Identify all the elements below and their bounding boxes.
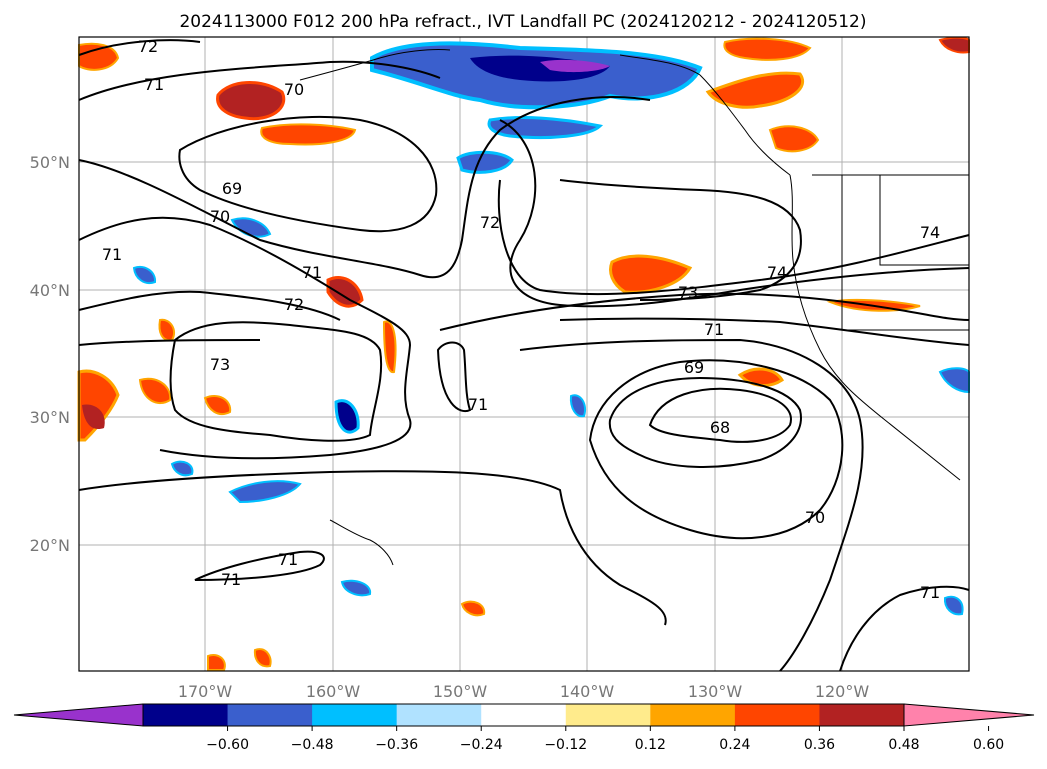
contour-label: 73 [678,283,698,302]
positive-anomaly-region [260,123,357,146]
positive-anomaly-region [768,125,820,153]
lat-label: 50°N [30,153,70,172]
contour-label: 72 [284,295,304,314]
lon-label: 120°W [815,682,870,701]
colorbar-tick-label: −0.24 [460,737,503,753]
negative-anomaly-region [340,579,372,597]
negative-anomaly-region [334,399,360,434]
colorbar-segment [650,704,736,726]
contour-label: 74 [920,223,940,242]
contour-label: 71 [920,583,940,602]
colorbar-segment [481,704,567,726]
negative-anomaly-region [170,460,194,477]
contour-label: 68 [710,418,730,437]
contour-label: 71 [704,320,724,339]
negative-anomaly-region [569,394,586,418]
colorbar-tick-label: 0.24 [719,737,750,753]
positive-anomaly-region [326,276,364,308]
contour-labels: 72 71 70 69 70 71 71 72 73 71 72 74 73 7… [102,37,940,602]
colorbar-extend-low [13,703,144,727]
map-title: 2024113000 F012 200 hPa refract., IVT La… [179,12,866,32]
positive-anomaly-region [723,37,812,61]
contour-label: 73 [210,355,230,374]
colorbar-tick-label: 0.48 [888,737,919,753]
contour-label: 70 [805,508,825,527]
negative-anomaly-region [943,595,964,616]
lat-label: 40°N [30,281,70,300]
negative-anomaly-region [540,59,610,73]
lat-label: 20°N [30,536,70,555]
positive-anomaly-region [609,254,693,294]
contour-lines [78,39,970,672]
colorbar-tick-label: 0.36 [804,737,835,753]
colorbar-segment [143,704,229,726]
colorbar-frame [142,703,905,727]
contour-label: 69 [222,179,242,198]
colorbar-tick-label: 0.12 [635,737,666,753]
positive-anomaly-region [460,600,486,617]
lon-label: 140°W [560,682,615,701]
colorbar-tick-label: 0.60 [973,737,1004,753]
contour-label: 70 [210,207,230,226]
contour-label: 72 [138,37,158,56]
positive-anomaly-region [138,377,172,405]
positive-anomaly-region [78,42,120,71]
positive-anomaly-region [705,71,804,109]
colorbar-extend-high [903,703,1035,727]
colorbar-segment [227,704,313,726]
colorbar-segment [734,704,820,726]
contour-label: 71 [468,395,488,414]
contour-label: 71 [221,570,241,589]
negative-anomaly-region [456,150,514,174]
contour-label: 71 [302,263,322,282]
contour-label: 71 [102,245,122,264]
colorbar-segment [312,704,398,726]
positive-anomaly-region [216,81,286,121]
colorbar-segment [396,704,482,726]
lat-label: 30°N [30,408,70,427]
contour-label: 69 [684,358,704,377]
longitude-labels: 170°W 160°W 150°W 140°W 130°W 120°W [178,682,870,701]
positive-anomaly-region [82,404,105,430]
positive-anomaly-region [382,320,397,373]
lon-label: 160°W [306,682,361,701]
gridlines [79,37,969,671]
contour-label: 72 [480,213,500,232]
colorbar-tick-label: −0.48 [291,737,334,753]
lon-label: 150°W [433,682,488,701]
contour-label: 71 [278,550,298,569]
positive-anomaly-region [207,654,226,671]
lon-label: 130°W [688,682,743,701]
colorbar-tick-label: −0.60 [206,737,249,753]
contour-label: 74 [767,263,787,282]
contour-label: 71 [144,75,164,94]
colorbar-segment [819,704,905,726]
colorbar-segment [565,704,651,726]
negative-anomaly-region [132,266,157,284]
lon-label: 170°W [178,682,233,701]
positive-anomaly-region [203,394,232,416]
colorbar: −0.60 −0.48 −0.36 −0.24 −0.12 0.12 0.24 0.36 0.4… [13,703,1035,753]
positive-anomaly-region [253,648,272,668]
latitude-labels: 50°N 40°N 30°N 20°N [30,153,70,555]
contour-label: 70 [284,80,304,99]
colorbar-tick-label: −0.12 [544,737,587,753]
map-frame [78,36,970,672]
negative-anomaly-region [228,480,302,504]
shaded-field [77,36,970,671]
colorbar-tick-label: −0.36 [375,737,418,753]
